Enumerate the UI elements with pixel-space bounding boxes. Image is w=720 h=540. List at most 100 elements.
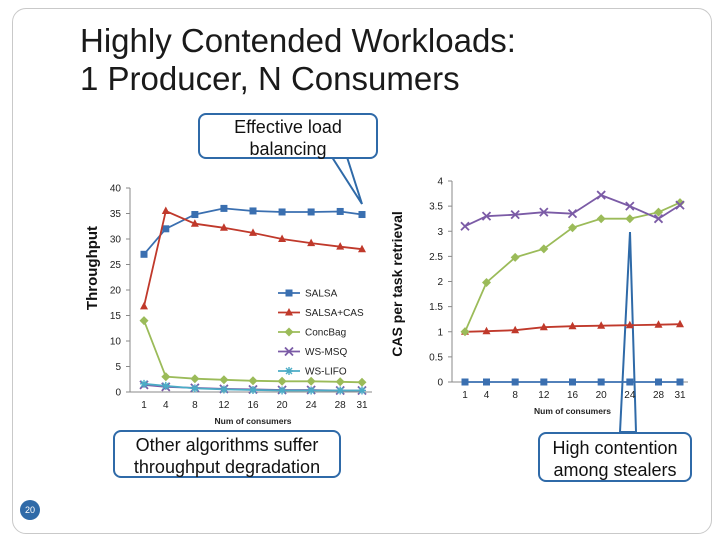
- cas-point-ws-msq: [653, 214, 664, 224]
- cas-point-ws-msq: [539, 207, 549, 217]
- cas-point-salsa: [511, 378, 519, 386]
- cas-point-concbag: [568, 223, 577, 233]
- throughput-y-tick-label: 20: [110, 286, 122, 297]
- throughput-point-ws-lifo: [249, 385, 257, 394]
- cas-line-ws-msq: [464, 194, 681, 228]
- legend-marker-salsa: [285, 289, 293, 297]
- cas-x-tick-label: 31: [674, 390, 686, 401]
- cas-line-concbag: [464, 201, 681, 333]
- cas-point-concbag: [460, 327, 470, 337]
- cas-point-ws-msq: [596, 190, 606, 200]
- throughput-point-ws-lifo: [278, 386, 287, 395]
- throughput-x-tick-label: 16: [247, 400, 259, 411]
- cas-y-tick-label: 0.5: [429, 352, 443, 363]
- callout-other-line-1: Other algorithms suffer: [135, 435, 319, 455]
- callout-effective-load-balancing: Effective load balancing: [198, 113, 378, 159]
- cas-point-ws-msq: [675, 200, 685, 210]
- cas-x-tick-label: 20: [596, 390, 608, 401]
- cas-point-concbag: [510, 252, 520, 262]
- cas-series-concbag: [460, 198, 685, 337]
- cas-point-concbag: [596, 214, 606, 224]
- cas-point-concbag: [654, 207, 663, 217]
- legend-label-salsa-cas: SALSA+CAS: [305, 308, 364, 319]
- throughput-chart: 0 5 10 15 20 25 30 35 40 1 4 8 12 16 20 24 28 31 Num of co…: [84, 184, 372, 426]
- throughput-series-salsa-cas: [140, 206, 366, 310]
- cas-point-salsa-cas: [539, 322, 548, 331]
- slide-number-badge: 20: [20, 500, 40, 520]
- throughput-x-tick-label: 12: [218, 400, 230, 411]
- cas-point-concbag: [539, 244, 549, 254]
- slide-frame: [12, 8, 712, 534]
- cas-x-tick-label: 24: [624, 390, 636, 401]
- throughput-y-tick-label: 10: [110, 337, 122, 348]
- callout-throughput-degradation: Other algorithms suffer throughput degra…: [113, 430, 341, 478]
- cas-point-ws-msq: [460, 221, 470, 231]
- cas-point-salsa-cas: [511, 325, 520, 334]
- throughput-x-tick-label: 1: [141, 400, 147, 411]
- cas-y-tick-label: 1: [437, 327, 443, 338]
- cas-point-salsa-cas: [654, 320, 663, 328]
- throughput-x-tick-label: 24: [306, 400, 318, 411]
- legend-marker-ws-lifo: [285, 367, 293, 375]
- throughput-series-salsa: [140, 204, 366, 258]
- throughput-point-concbag: [219, 375, 229, 385]
- cas-point-concbag: [675, 198, 685, 208]
- cas-y-tick-label: 1.5: [429, 302, 443, 313]
- cas-point-concbag: [625, 214, 635, 224]
- cas-point-concbag: [482, 278, 491, 288]
- cas-x-tick-label: 16: [567, 390, 579, 401]
- cas-point-ws-msq: [625, 201, 635, 211]
- throughput-point-salsa-cas: [336, 242, 345, 250]
- cas-y-tick-label: 4: [437, 177, 443, 188]
- throughput-y-tick-label: 5: [115, 362, 121, 373]
- throughput-x-tick-label: 4: [163, 400, 169, 411]
- cas-y-tick-label: 2: [437, 277, 443, 288]
- throughput-point-salsa-cas: [278, 234, 287, 242]
- cas-point-salsa-cas: [597, 321, 606, 329]
- cas-x-tick-label: 1: [462, 390, 468, 401]
- throughput-point-concbag: [190, 374, 200, 384]
- throughput-point-salsa-cas: [358, 244, 366, 253]
- throughput-point-ws-lifo: [140, 379, 148, 388]
- cas-point-salsa: [483, 378, 490, 386]
- legend-label-concbag: ConcBag: [305, 328, 346, 339]
- throughput-legend: SALSA SALSA+CAS ConcBag WS-MSQ WS-LIFO: [278, 289, 364, 378]
- throughput-point-salsa: [307, 208, 315, 216]
- throughput-point-salsa: [336, 207, 344, 215]
- throughput-point-salsa-cas: [219, 223, 228, 231]
- throughput-x-tick-label: 28: [335, 400, 347, 411]
- cas-point-salsa: [626, 378, 634, 386]
- cas-chart: 0 0.5 1 1.5 2 2.5 3 3.5 4 1 4 8 12 16 20 24 28 31 Num of c…: [389, 177, 688, 416]
- cas-point-ws-msq: [567, 209, 578, 219]
- throughput-point-ws-lifo: [358, 386, 366, 395]
- callout-effective-line-1: Effective load: [234, 117, 342, 137]
- cas-point-ws-msq: [510, 210, 520, 220]
- cas-point-salsa-cas: [568, 321, 577, 330]
- throughput-point-salsa-cas: [249, 228, 257, 236]
- cas-point-salsa-cas: [482, 326, 491, 335]
- throughput-x-tick-label: 31: [356, 400, 368, 411]
- cas-point-salsa-cas: [676, 319, 684, 328]
- throughput-point-concbag: [277, 376, 287, 386]
- throughput-x-axis-title: Num of consumers: [215, 416, 292, 426]
- cas-x-axis-title: Num of consumers: [534, 406, 611, 416]
- throughput-point-ws-lifo: [336, 386, 345, 395]
- throughput-y-axis-title: Throughput: [84, 226, 101, 310]
- cas-x-tick-label: 28: [653, 390, 665, 401]
- throughput-point-salsa: [140, 250, 148, 258]
- throughput-point-salsa-cas: [161, 206, 170, 214]
- throughput-point-concbag: [161, 372, 171, 382]
- cas-x-tick-label: 8: [512, 390, 518, 401]
- slide-title: Highly Contended Workloads: 1 Producer, …: [80, 22, 516, 98]
- throughput-point-salsa: [162, 225, 170, 233]
- throughput-series-concbag: [139, 316, 367, 387]
- cas-point-salsa: [569, 378, 576, 386]
- callout-contention-pointer: [618, 231, 638, 433]
- throughput-point-salsa-cas: [190, 219, 199, 227]
- throughput-point-ws-lifo: [161, 381, 170, 390]
- callout-other-line-2: throughput degradation: [133, 457, 321, 477]
- throughput-point-concbag: [139, 316, 149, 326]
- callout-high-contention: High contention among stealers: [538, 432, 692, 482]
- legend-label-ws-msq: WS-MSQ: [305, 347, 347, 358]
- throughput-point-salsa: [278, 208, 286, 216]
